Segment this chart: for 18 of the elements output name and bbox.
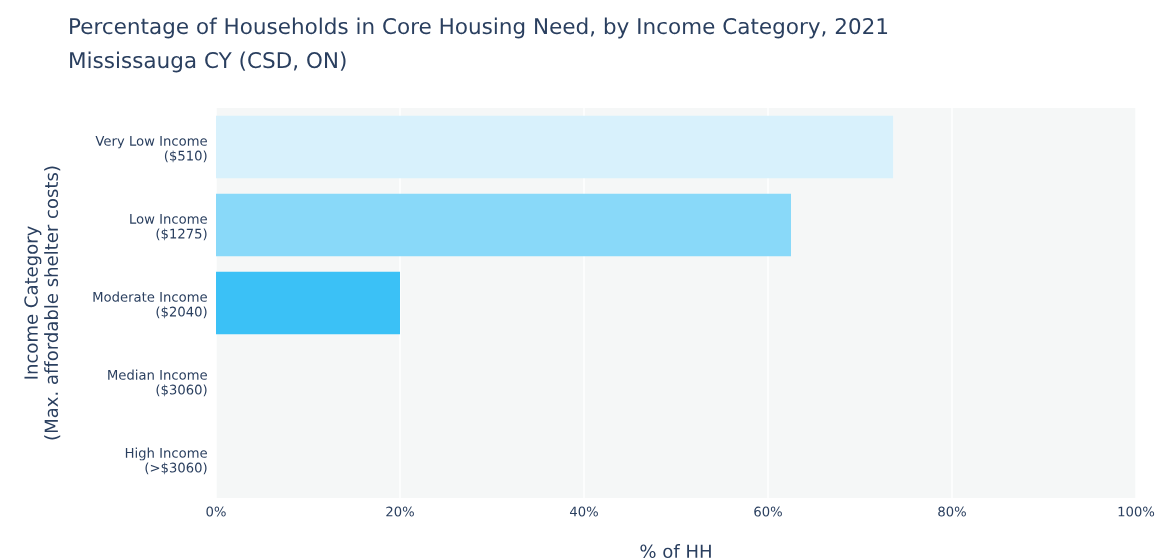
x-tick-label: 60% <box>754 506 782 517</box>
x-tick-label: 100% <box>1118 506 1155 517</box>
chart-subtitle: Mississauga CY (CSD, ON) <box>70 51 346 73</box>
y-tick-label: Very Low Income ($510) <box>95 136 207 163</box>
y-tick-label: Moderate Income ($2040) <box>93 291 207 319</box>
y-tick-label: High Income (>$3060) <box>125 447 207 475</box>
y-axis-title: Income Category (Max. affordable shelter costs) <box>24 166 61 440</box>
x-axis-title: % of HH <box>640 544 711 559</box>
x-tick-label: 80% <box>938 506 966 517</box>
y-tick-label: Low Income ($1275) <box>130 214 207 241</box>
x-tick-label: 20% <box>386 506 414 517</box>
x-tick-label: 0% <box>206 506 226 517</box>
bar <box>216 115 894 179</box>
y-tick-label: Median Income ($3060) <box>108 369 207 397</box>
bar <box>216 271 400 335</box>
x-tick-label: 40% <box>569 506 598 517</box>
bar <box>216 193 791 257</box>
chart-title: Percentage of Households in Core Housing Need, by Income Category, 2021 <box>70 17 888 39</box>
